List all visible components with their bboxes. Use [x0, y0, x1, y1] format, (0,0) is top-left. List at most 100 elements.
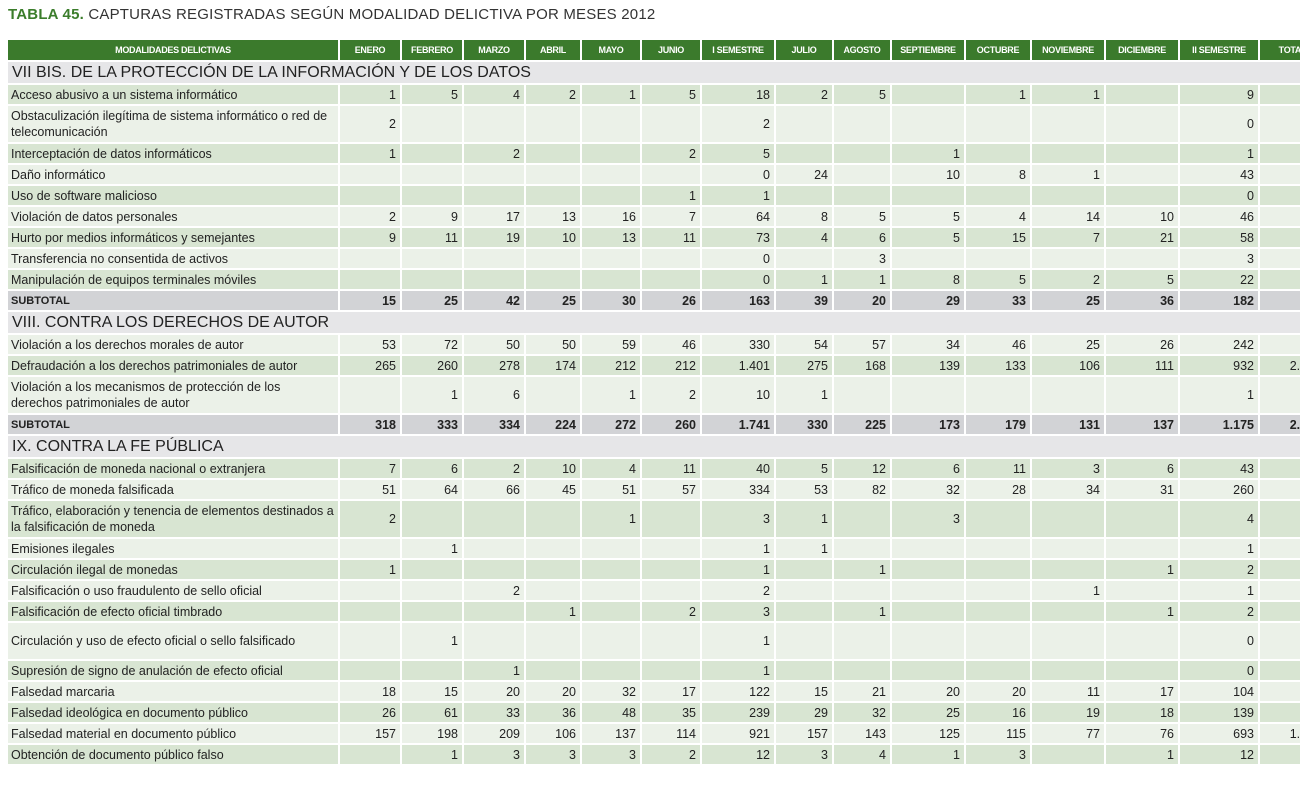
table-row: Violación a los mecanismos de protección…	[8, 377, 1300, 413]
value-cell: 0	[702, 249, 774, 268]
value-cell: 260	[1180, 480, 1258, 499]
row-label: Falsificación o uso fraudulento de sello…	[8, 581, 338, 600]
value-cell: 8	[892, 270, 964, 289]
value-cell: 51	[340, 480, 400, 499]
value-cell: 50	[464, 335, 524, 354]
value-cell: 4	[776, 228, 832, 247]
value-cell: 168	[834, 356, 890, 375]
value-cell	[966, 661, 1030, 680]
value-cell: 1	[776, 270, 832, 289]
row-label: Falsedad material en documento público	[8, 724, 338, 743]
value-cell: 36	[526, 703, 580, 722]
value-cell	[966, 581, 1030, 600]
value-cell	[834, 165, 890, 184]
value-cell: 19	[1032, 703, 1104, 722]
value-cell	[1032, 186, 1104, 205]
table-row: Falsedad marcaria 18 15 20 20 32 17 122 15 21 20 20…	[8, 682, 1300, 701]
value-cell: 58	[1180, 228, 1258, 247]
column-header: MARZO	[464, 40, 524, 60]
value-cell: 1	[402, 539, 462, 558]
row-label: Emisiones ilegales	[8, 539, 338, 558]
value-cell: 5	[1106, 270, 1178, 289]
value-cell: 64	[402, 480, 462, 499]
value-cell	[464, 623, 524, 659]
value-cell	[966, 249, 1030, 268]
row-label: Daño informático	[8, 165, 338, 184]
table-row: Emisiones ilegales11112	[8, 539, 1300, 558]
value-cell: 8	[776, 207, 832, 226]
value-cell: 20	[464, 682, 524, 701]
value-cell: 9	[1180, 85, 1258, 104]
table-row: Defraudación a los derechos patrimoniale…	[8, 356, 1300, 375]
value-cell: 226	[1260, 682, 1300, 701]
value-cell: 275	[776, 356, 832, 375]
value-cell: 5	[892, 228, 964, 247]
value-cell: 2	[702, 581, 774, 600]
value-cell: 594	[1260, 480, 1300, 499]
value-cell: 1	[1106, 560, 1178, 579]
value-cell	[776, 602, 832, 621]
value-cell: 3	[464, 745, 524, 764]
value-cell	[966, 186, 1030, 205]
value-cell: 2	[642, 745, 700, 764]
row-label: Transferencia no consentida de activos	[8, 249, 338, 268]
value-cell: 2	[642, 377, 700, 413]
subtotal-cell: 179	[966, 415, 1030, 434]
value-cell	[464, 560, 524, 579]
value-cell: 5	[966, 270, 1030, 289]
value-cell: 2.333	[1260, 356, 1300, 375]
value-cell: 1	[702, 539, 774, 558]
value-cell	[582, 602, 640, 621]
value-cell: 5	[402, 85, 462, 104]
value-cell: 1	[834, 560, 890, 579]
row-label: Acceso abusivo a un sistema informático	[8, 85, 338, 104]
value-cell: 20	[966, 682, 1030, 701]
table-row: Tráfico de moneda falsificada 51 64 66 45 51 5…	[8, 480, 1300, 499]
value-cell	[892, 581, 964, 600]
value-cell	[834, 144, 890, 163]
table-row: Transferencia no consentida de activos 0 3…	[8, 249, 1300, 268]
value-cell: 0	[702, 270, 774, 289]
subtotal-cell: 225	[834, 415, 890, 434]
subtotal-cell: 25	[1032, 291, 1104, 310]
value-cell: 242	[1180, 335, 1258, 354]
value-cell: 5	[1260, 602, 1300, 621]
table-row: Obtención de documento público falso 1 3 3 3…	[8, 745, 1300, 764]
value-cell: 18	[1106, 703, 1178, 722]
value-cell	[776, 560, 832, 579]
value-cell	[582, 186, 640, 205]
value-cell: 0	[702, 165, 774, 184]
value-cell	[1032, 501, 1104, 537]
row-label: Falsificación de efecto oficial timbrado	[8, 602, 338, 621]
value-cell	[776, 661, 832, 680]
value-cell: 10	[526, 228, 580, 247]
value-cell: 572	[1260, 335, 1300, 354]
value-cell: 20	[892, 682, 964, 701]
value-cell: 2	[464, 459, 524, 478]
value-cell: 5	[834, 85, 890, 104]
value-cell: 157	[340, 724, 400, 743]
value-cell: 57	[642, 480, 700, 499]
value-cell: 25	[1032, 335, 1104, 354]
row-label: Supresión de signo de anulación de efect…	[8, 661, 338, 680]
value-cell: 54	[776, 335, 832, 354]
row-label: Hurto por medios informáticos y semejant…	[8, 228, 338, 247]
value-cell: 198	[402, 724, 462, 743]
row-label: Circulación y uso de efecto oficial o se…	[8, 623, 338, 659]
value-cell	[340, 602, 400, 621]
value-cell: 1	[526, 602, 580, 621]
value-cell: 1	[834, 602, 890, 621]
value-cell: 278	[464, 356, 524, 375]
subtotal-cell: 318	[340, 415, 400, 434]
value-cell: 57	[834, 335, 890, 354]
value-cell: 1	[464, 661, 524, 680]
value-cell	[776, 144, 832, 163]
value-cell	[892, 186, 964, 205]
value-cell: 4	[1180, 501, 1258, 537]
value-cell	[776, 581, 832, 600]
subtotal-cell: 131	[1032, 415, 1104, 434]
row-label: Manipulación de equipos terminales móvil…	[8, 270, 338, 289]
value-cell: 6	[834, 228, 890, 247]
subtotal-cell: 36	[1106, 291, 1178, 310]
value-cell: 157	[776, 724, 832, 743]
